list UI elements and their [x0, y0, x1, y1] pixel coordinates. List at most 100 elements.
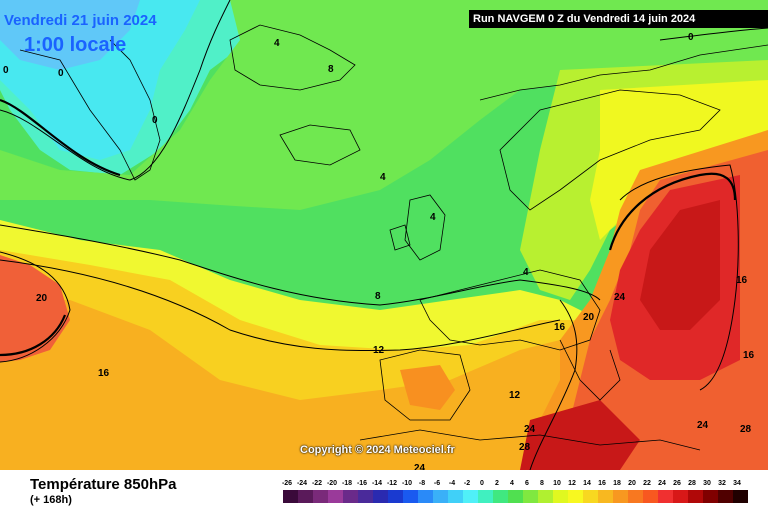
legend-swatch: [418, 490, 433, 503]
coast-europe: [419, 269, 601, 351]
isotherm-0-north: [659, 27, 768, 41]
legend-swatch: [313, 490, 328, 503]
legend-tick: -26: [281, 480, 293, 487]
coast-greenland: [19, 39, 161, 181]
contour-label: 4: [380, 172, 386, 183]
isotherm-0: [0, 0, 231, 181]
legend-tick: 2: [495, 480, 499, 487]
legend-swatch: [523, 490, 538, 503]
legend-swatch: [358, 490, 373, 503]
legend-tick: -22: [311, 480, 323, 487]
legend-swatch: [448, 490, 463, 503]
color-legend: -26 -24 -22 -20 -18 -16 -14 -12 -10 -8 -6 -4 -2 0 2 4 6 8…: [282, 480, 748, 510]
legend-swatch: [583, 490, 598, 503]
legend-swatch: [463, 490, 478, 503]
isotherm-bold-24: [608, 172, 737, 251]
legend-swatch: [433, 490, 448, 503]
coast-arctic: [479, 44, 768, 101]
contour-label: 0: [152, 115, 158, 126]
contour-label: 0: [688, 32, 694, 43]
legend-swatch: [703, 490, 718, 503]
isotherm-bold: [0, 98, 737, 357]
contour-label: 16: [554, 322, 566, 333]
legend-tick: -16: [356, 480, 368, 487]
warm-band-4: [0, 0, 768, 210]
isotherm-bold-west: [0, 314, 67, 357]
legend-swatch: [718, 490, 733, 503]
coast-iberia: [379, 349, 471, 421]
heat-zone-28: [640, 200, 720, 330]
coast-scandinavia: [499, 89, 721, 211]
legend-swatch: [508, 490, 523, 503]
heat-zone-south: [520, 400, 640, 470]
contour-label: 20: [36, 293, 48, 304]
variable-title: Température 850hPa: [30, 476, 177, 493]
legend-tick: 16: [598, 480, 606, 487]
legend-tick: 10: [553, 480, 561, 487]
contour-label: 24: [524, 424, 536, 435]
legend-tick: 6: [525, 480, 529, 487]
legend-swatch: [673, 490, 688, 503]
legend-tick: 24: [658, 480, 666, 487]
contour-label: 16: [736, 275, 748, 286]
legend-tick: -14: [371, 480, 383, 487]
legend-swatch: [628, 490, 643, 503]
contour-label: 28: [740, 424, 752, 435]
legend-swatch: [658, 490, 673, 503]
contour-label: 4: [523, 267, 529, 278]
legend-tick: 12: [568, 480, 576, 487]
coast-svalbard: [229, 24, 356, 91]
legend-swatch: [403, 490, 418, 503]
legend-swatch: [493, 490, 508, 503]
legend-tick: 26: [673, 480, 681, 487]
legend-swatch: [538, 490, 553, 503]
forecast-date: Vendredi 21 juin 2024: [4, 12, 157, 29]
contour-labels: 4 8 0 0 0 0 4 4 4 8 12 16 20 12 16 20 24…: [3, 32, 755, 470]
cold-zone-blue: [0, 0, 140, 70]
contour-label: 0: [3, 65, 9, 76]
legend-tick: -24: [296, 480, 308, 487]
legend-swatch: [373, 490, 388, 503]
forecast-local-time: 1:00 locale: [24, 34, 127, 56]
heat-zone-iberia: [400, 365, 455, 410]
isotherms: [0, 0, 768, 470]
isotherm-16: [529, 299, 578, 470]
temperature-map: 4 8 0 0 0 0 4 4 4 8 12 16 20 12 16 20 24…: [0, 0, 768, 470]
isotherm-12: [0, 259, 561, 352]
model-run-banner: Run NAVGEM 0 Z du Vendredi 14 juin 2024: [469, 10, 768, 28]
legend-tick: 18: [613, 480, 621, 487]
contour-label: 0: [58, 68, 64, 79]
contour-label: 4: [274, 38, 280, 49]
legend-tick: -6: [433, 480, 441, 487]
contour-label: 8: [328, 64, 334, 75]
isotherm-20-west: [0, 251, 71, 363]
coast-africa: [359, 429, 701, 451]
contour-label: 4: [430, 212, 436, 223]
legend-swatch: [328, 490, 343, 503]
legend-swatch: [613, 490, 628, 503]
legend-tick: 28: [688, 480, 696, 487]
legend-tick: -2: [463, 480, 471, 487]
contour-label: 24: [614, 292, 626, 303]
legend-tick: 20: [628, 480, 636, 487]
legend-swatch: [643, 490, 658, 503]
contour-label: 20: [583, 312, 595, 323]
legend-tick: 22: [643, 480, 651, 487]
map-footer: Température 850hPa (+ 168h) -26 -24 -22 -20…: [0, 470, 768, 512]
copyright-text: Copyright © 2024 Meteociel.fr: [300, 444, 455, 456]
contour-label: 12: [509, 390, 521, 401]
map-canvas: 4 8 0 0 0 0 4 4 4 8 12 16 20 12 16 20 24…: [0, 0, 768, 470]
coastlines: [19, 24, 768, 451]
legend-tick: 34: [733, 480, 741, 487]
legend-swatch: [733, 490, 748, 503]
legend-swatch: [598, 490, 613, 503]
coast-italy: [559, 339, 621, 401]
warm-band-atlantic-18: [0, 300, 600, 470]
isotherm-bold-greenland: [0, 98, 121, 177]
legend-tick: -4: [448, 480, 456, 487]
legend-tick: -20: [326, 480, 338, 487]
contour-label: 16: [743, 350, 755, 361]
legend-tick: 14: [583, 480, 591, 487]
legend-tick: -12: [386, 480, 398, 487]
coast-ireland: [389, 224, 411, 251]
